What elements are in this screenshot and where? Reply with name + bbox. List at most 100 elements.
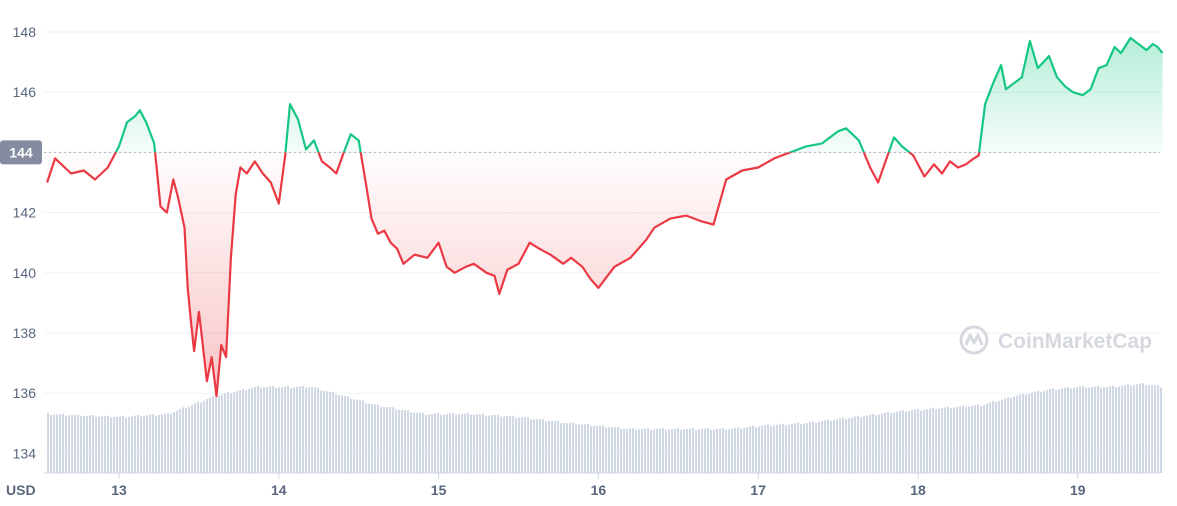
volume-bar: [995, 402, 998, 473]
volume-bar: [983, 405, 986, 473]
volume-bar: [1151, 385, 1154, 473]
volume-bar: [320, 390, 323, 473]
volume-bar: [446, 413, 449, 473]
volume-bar: [395, 409, 398, 473]
volume-bar: [377, 404, 380, 473]
volume-bar: [902, 410, 905, 473]
coinmarketcap-logo-icon: [959, 325, 989, 355]
volume-bar: [608, 427, 611, 473]
volume-bar: [860, 417, 863, 473]
volume-bar: [713, 429, 716, 473]
volume-bar: [1094, 386, 1097, 473]
volume-bar: [143, 415, 146, 473]
volume-bar: [1079, 386, 1082, 473]
volume-bar: [929, 408, 932, 473]
volume-bar: [245, 390, 248, 473]
volume-bar: [614, 427, 617, 473]
volume-bar: [992, 401, 995, 473]
volume-bar: [512, 415, 515, 473]
volume-bar: [269, 386, 272, 473]
volume-bar: [491, 415, 494, 473]
volume-bar: [248, 388, 251, 473]
volume-bar: [938, 408, 941, 473]
volume-bar: [833, 420, 836, 473]
volume-bar: [359, 400, 362, 473]
volume-bar: [230, 393, 233, 473]
volume-bar: [182, 407, 185, 473]
volume-bar: [1028, 393, 1031, 473]
volume-bar: [134, 415, 137, 473]
volume-bar: [908, 410, 911, 473]
y-tick-label: 146: [13, 84, 37, 100]
volume-bar: [1091, 386, 1094, 473]
volume-bar: [107, 415, 110, 473]
x-axis-ticks: 13 14 15 16 17 18 19: [111, 473, 1086, 498]
volume-bar: [680, 429, 683, 473]
volume-bar: [1004, 398, 1007, 473]
volume-bar: [224, 393, 227, 473]
volume-bar: [1001, 399, 1004, 473]
volume-bar: [161, 414, 164, 473]
volume-bar: [1085, 387, 1088, 473]
volume-bar: [266, 386, 269, 473]
volume-bar: [965, 407, 968, 473]
volume-bar: [674, 428, 677, 473]
volume-bar: [287, 385, 290, 473]
volume-bar: [371, 403, 374, 473]
volume-bar: [221, 394, 224, 473]
volume-bar: [227, 392, 230, 473]
volume-bar: [1139, 383, 1142, 473]
volume-bar: [173, 412, 176, 473]
volume-bar: [437, 413, 440, 473]
volume-bar: [536, 419, 539, 473]
volume-bar: [1061, 388, 1064, 473]
volume-bar: [914, 409, 917, 473]
baseline-badge: 144: [0, 140, 42, 165]
volume-bar: [641, 429, 644, 473]
volume-bar: [650, 429, 653, 473]
volume-bar: [764, 425, 767, 473]
volume-bar: [167, 413, 170, 473]
volume-bar: [944, 407, 947, 473]
volume-bar: [488, 415, 491, 473]
volume-bar: [1037, 390, 1040, 473]
volume-bar: [569, 422, 572, 473]
volume-bar: [800, 424, 803, 473]
volume-bar: [332, 392, 335, 473]
volume-bar: [977, 404, 980, 473]
volume-bar: [1025, 394, 1028, 473]
volume-bar: [494, 415, 497, 473]
volume-bar: [557, 420, 560, 473]
volume-bar: [635, 429, 638, 473]
volume-bar: [353, 399, 356, 473]
volume-bar: [818, 421, 821, 473]
volume-bar: [878, 414, 881, 473]
volume-bar: [695, 429, 698, 473]
volume-bar: [296, 386, 299, 473]
volume-bar: [725, 429, 728, 473]
volume-bar: [521, 417, 524, 473]
volume-bar: [857, 415, 860, 473]
volume-bar: [1016, 395, 1019, 473]
x-tick-label: 17: [750, 482, 766, 498]
volume-bar: [479, 414, 482, 473]
volume-bar: [191, 404, 194, 473]
volume-bar: [326, 391, 329, 473]
volume-bar: [890, 413, 893, 473]
volume-bar: [953, 407, 956, 473]
volume-bar: [374, 404, 377, 473]
volume-bar: [644, 428, 647, 473]
volume-bar: [656, 429, 659, 473]
volume-bar: [971, 405, 974, 473]
volume-bar: [875, 415, 878, 473]
volume-bar: [1127, 384, 1130, 473]
volume-bar: [869, 414, 872, 473]
volume-bar: [434, 413, 437, 473]
volume-bar: [80, 416, 83, 473]
volume-bar: [278, 387, 281, 473]
price-line-down: [46, 152, 981, 398]
volume-bar: [770, 426, 773, 473]
volume-bar: [809, 422, 812, 473]
volume-bar: [197, 401, 200, 473]
